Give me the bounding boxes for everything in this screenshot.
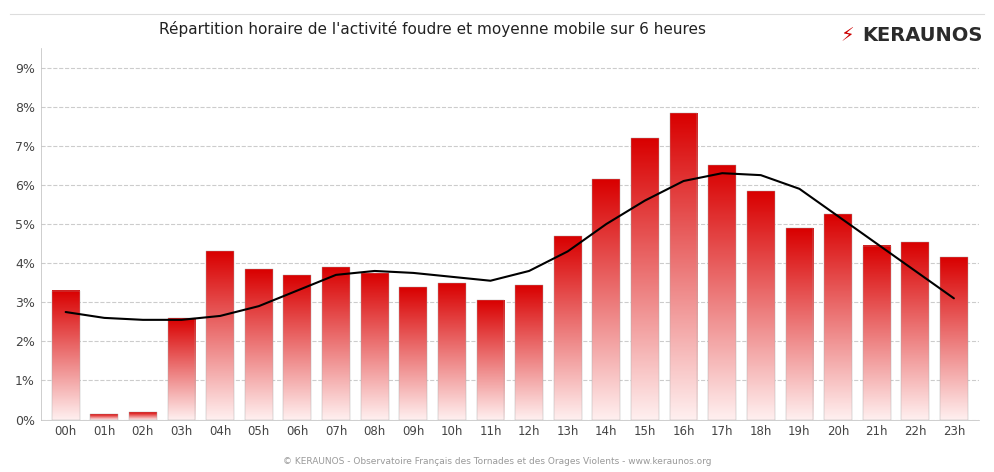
Bar bbox=[709, 165, 737, 420]
Bar bbox=[940, 257, 968, 420]
Text: © KERAUNOS - Observatoire Français des Tornades et des Orages Violents - www.ker: © KERAUNOS - Observatoire Français des T… bbox=[282, 457, 712, 466]
Bar bbox=[902, 242, 929, 420]
Bar bbox=[283, 275, 311, 420]
Bar bbox=[592, 179, 620, 420]
Bar bbox=[631, 138, 659, 420]
Bar bbox=[746, 191, 774, 420]
Bar bbox=[863, 245, 891, 420]
Bar bbox=[129, 412, 157, 420]
Bar bbox=[361, 273, 389, 420]
Bar bbox=[322, 267, 350, 420]
Bar bbox=[206, 252, 234, 420]
Bar bbox=[438, 283, 466, 420]
Bar bbox=[90, 413, 118, 420]
Text: KERAUNOS: KERAUNOS bbox=[862, 26, 982, 45]
Bar bbox=[476, 300, 504, 420]
Bar bbox=[824, 214, 852, 420]
Bar bbox=[670, 112, 698, 420]
Bar bbox=[515, 285, 543, 420]
Bar bbox=[785, 228, 813, 420]
Text: Répartition horaire de l'activité foudre et moyenne mobile sur 6 heures: Répartition horaire de l'activité foudre… bbox=[159, 21, 706, 37]
Text: ⚡: ⚡ bbox=[840, 26, 854, 45]
Bar bbox=[52, 290, 80, 420]
Bar bbox=[168, 318, 196, 420]
Bar bbox=[245, 269, 272, 420]
Bar bbox=[554, 236, 581, 420]
Bar bbox=[400, 287, 427, 420]
